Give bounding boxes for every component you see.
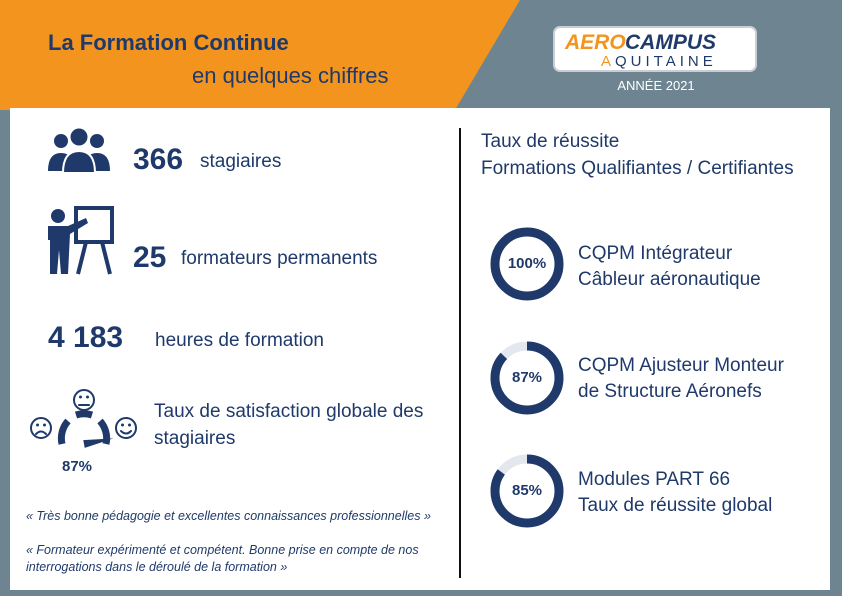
satisfaction-label-line1: Taux de satisfaction globale des <box>154 401 424 422</box>
success-ring-3 <box>490 454 564 528</box>
stat-trainers-label: formateurs permanents <box>181 248 378 269</box>
logo-campus-text: CAMPUS <box>625 31 716 54</box>
success-title-line1: Taux de réussite <box>481 131 620 152</box>
content-panel <box>10 108 830 590</box>
quote-1: « Très bonne pédagogie et excellentes co… <box>26 509 431 523</box>
page-title: La Formation Continue <box>48 30 289 55</box>
quote-2-line1: « Formateur expérimenté et compétent. Bo… <box>26 543 419 557</box>
year-label: ANNÉE 2021 <box>617 78 695 93</box>
success-ring-1 <box>490 227 564 301</box>
satisfaction-label-line2: stagiaires <box>154 428 236 449</box>
success-ring-3-value: 85% <box>511 482 543 499</box>
stat-hours-value: 4 183 <box>48 321 124 354</box>
stat-trainers-value: 25 <box>133 241 167 274</box>
group-icon <box>48 128 110 173</box>
course-1-line1: CQPM Intégrateur <box>578 243 733 264</box>
stat-trainees-label: stagiaires <box>200 151 282 172</box>
logo-a-text: A <box>601 53 611 70</box>
page-subtitle: en quelques chiffres <box>192 63 389 88</box>
success-ring-2-value: 87% <box>511 369 543 386</box>
stat-hours-label: heures de formation <box>155 330 324 351</box>
satisfaction-gauge-icon <box>30 389 137 448</box>
quote-2-line2: interrogations dans le déroulé de la for… <box>26 560 288 574</box>
trainer-icon <box>48 206 114 275</box>
success-ring-1-arc <box>490 227 564 301</box>
aerocampus-logo: AERO CAMPUS A QUITAINE <box>553 26 757 72</box>
course-3-line1: Modules PART 66 <box>578 469 731 490</box>
success-ring-3-arc <box>490 454 564 528</box>
course-2-line1: CQPM Ajusteur Monteur <box>578 355 784 376</box>
gauge-needle <box>83 438 114 448</box>
stat-trainees-value: 366 <box>133 143 184 176</box>
success-ring-2-arc <box>490 341 564 415</box>
logo-aero-text: AERO <box>564 31 626 54</box>
success-title-line2: Formations Qualifiantes / Certifiantes <box>481 158 794 179</box>
success-ring-1-value: 100% <box>507 255 547 272</box>
success-ring-2 <box>490 341 564 415</box>
column-divider <box>459 128 461 578</box>
course-2-line2: de Structure Aéronefs <box>578 381 762 402</box>
satisfaction-value: 87% <box>62 458 93 475</box>
logo-quitaine-text: QUITAINE <box>615 53 717 70</box>
course-3-line2: Taux de réussite global <box>578 495 773 516</box>
course-1-line2: Câbleur aéronautique <box>578 269 761 290</box>
